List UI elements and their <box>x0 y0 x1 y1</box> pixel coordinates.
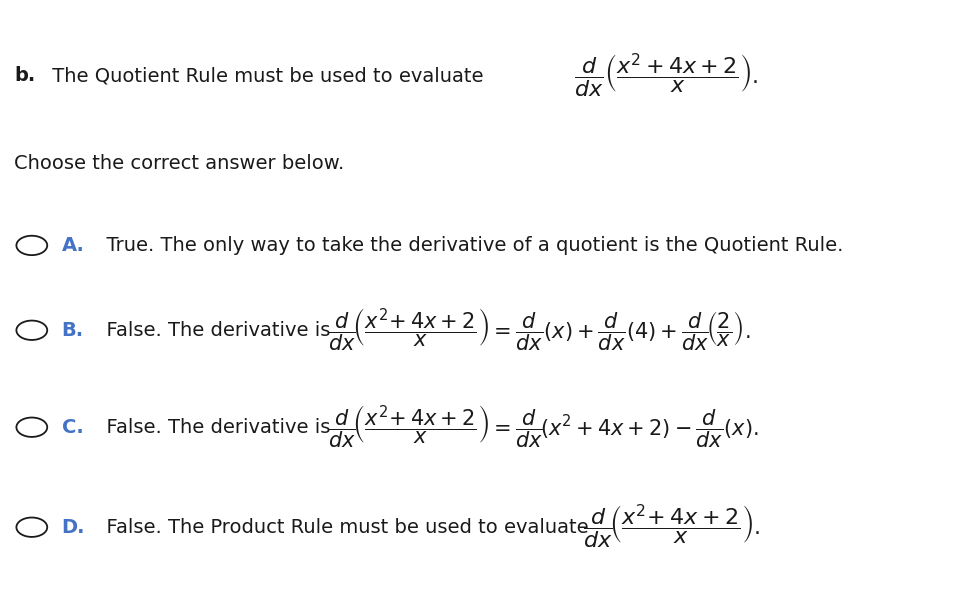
Text: A.: A. <box>62 236 85 255</box>
Text: The Quotient Rule must be used to evaluate: The Quotient Rule must be used to evalua… <box>46 66 484 85</box>
Text: Choose the correct answer below.: Choose the correct answer below. <box>14 154 345 173</box>
Text: True. The only way to take the derivative of a quotient is the Quotient Rule.: True. The only way to take the derivativ… <box>94 236 843 255</box>
Text: $\dfrac{d}{dx}\left(\dfrac{x^2+4x+2}{x}\right).$: $\dfrac{d}{dx}\left(\dfrac{x^2+4x+2}{x}\… <box>574 52 759 100</box>
Text: $\dfrac{d}{dx}\!\left(\dfrac{x^2\!+4x+2}{x}\right).$: $\dfrac{d}{dx}\!\left(\dfrac{x^2\!+4x+2}… <box>583 503 761 551</box>
Text: $\dfrac{d}{dx}\!\left(\dfrac{x^2\!+4x+2}{x}\right)=\dfrac{d}{dx}\!\left(x^2+4x+2: $\dfrac{d}{dx}\!\left(\dfrac{x^2\!+4x+2}… <box>328 404 759 451</box>
Text: $\dfrac{d}{dx}\!\left(\dfrac{x^2\!+4x+2}{x}\right)=\dfrac{d}{dx}(x)+\dfrac{d}{dx: $\dfrac{d}{dx}\!\left(\dfrac{x^2\!+4x+2}… <box>328 307 750 354</box>
Text: False. The Product Rule must be used to evaluate: False. The Product Rule must be used to … <box>94 518 588 537</box>
Text: b.: b. <box>14 66 36 85</box>
Text: False. The derivative is: False. The derivative is <box>94 321 330 340</box>
Text: C.: C. <box>62 418 84 437</box>
Text: False. The derivative is: False. The derivative is <box>94 418 330 437</box>
Text: D.: D. <box>62 518 85 537</box>
Text: B.: B. <box>62 321 84 340</box>
